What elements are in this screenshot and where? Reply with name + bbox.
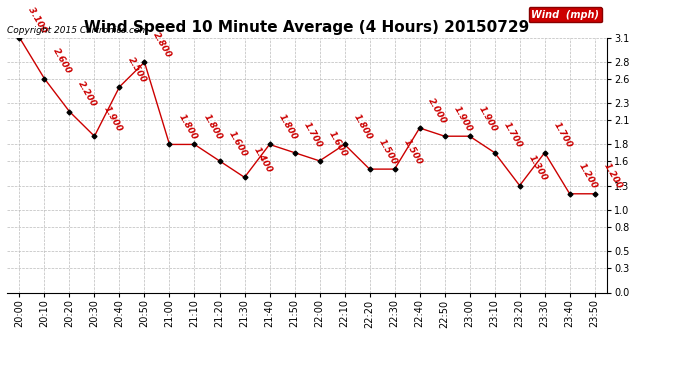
Text: 1.200: 1.200 — [577, 162, 599, 191]
Text: 1.800: 1.800 — [177, 112, 199, 142]
Text: 2.200: 2.200 — [77, 80, 99, 109]
Text: 1.900: 1.900 — [477, 104, 499, 134]
Text: 1.200: 1.200 — [602, 162, 624, 191]
Text: 1.400: 1.400 — [251, 146, 273, 174]
Text: 1.900: 1.900 — [101, 104, 124, 134]
Text: 1.700: 1.700 — [502, 121, 524, 150]
Text: 1.600: 1.600 — [226, 129, 248, 158]
Legend: Wind  (mph): Wind (mph) — [529, 7, 602, 22]
Text: 3.100: 3.100 — [26, 6, 48, 35]
Text: 1.700: 1.700 — [302, 121, 324, 150]
Text: 1.800: 1.800 — [351, 112, 373, 142]
Text: 1.700: 1.700 — [551, 121, 573, 150]
Text: 2.600: 2.600 — [51, 47, 73, 76]
Text: 1.900: 1.900 — [451, 104, 473, 134]
Text: 1.500: 1.500 — [377, 137, 399, 166]
Text: 2.500: 2.500 — [126, 55, 148, 84]
Text: 1.800: 1.800 — [201, 112, 224, 142]
Text: 1.600: 1.600 — [326, 129, 348, 158]
Text: 1.300: 1.300 — [526, 154, 549, 183]
Title: Wind Speed 10 Minute Average (4 Hours) 20150729: Wind Speed 10 Minute Average (4 Hours) 2… — [84, 20, 530, 35]
Text: 2.000: 2.000 — [426, 96, 449, 125]
Text: 2.800: 2.800 — [151, 30, 173, 59]
Text: Copyright 2015 Cartronics.com: Copyright 2015 Cartronics.com — [7, 26, 148, 35]
Text: 1.500: 1.500 — [402, 137, 424, 166]
Text: 1.800: 1.800 — [277, 112, 299, 142]
